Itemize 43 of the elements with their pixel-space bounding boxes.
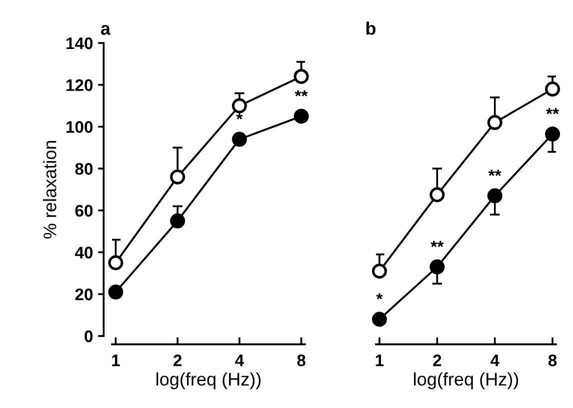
y-tick-label: 80 xyxy=(75,162,93,175)
point xyxy=(487,188,502,204)
point xyxy=(372,312,387,327)
annotation: * xyxy=(236,113,243,120)
point xyxy=(232,132,247,147)
x-tick-label: 2 xyxy=(433,354,442,366)
annotation: ** xyxy=(430,240,444,248)
point xyxy=(294,108,309,124)
point xyxy=(430,259,445,274)
chart-title: b xyxy=(366,22,376,35)
y-tick-label: 100 xyxy=(66,121,93,133)
point xyxy=(545,82,560,97)
x-tick-label: 4 xyxy=(235,354,244,366)
annotation: ** xyxy=(294,90,308,96)
x-tick-label: 1 xyxy=(112,354,120,366)
point xyxy=(545,126,560,142)
point xyxy=(170,169,186,184)
y-tick-label: 0 xyxy=(84,330,93,342)
annotation: ** xyxy=(546,108,560,114)
point xyxy=(487,115,502,130)
x-tick-label: 8 xyxy=(548,354,557,366)
y-tick-label: 60 xyxy=(75,204,93,217)
point xyxy=(108,284,124,300)
annotation: * xyxy=(376,293,383,300)
x-tick-label: 1 xyxy=(376,354,384,366)
point xyxy=(430,187,445,202)
point xyxy=(170,213,186,228)
chart-title: a xyxy=(100,24,111,35)
y-tick-label: 120 xyxy=(66,79,93,92)
x-tick-label: 8 xyxy=(297,354,306,366)
point xyxy=(294,68,309,84)
x-tick-label: 2 xyxy=(174,354,182,366)
point xyxy=(232,98,247,114)
y-tick-label: 140 xyxy=(66,37,93,50)
x-axis-title: log(freq (Hz)) xyxy=(414,372,518,390)
y-axis-title: % relaxation xyxy=(43,140,56,239)
y-tick-label: 40 xyxy=(74,246,93,258)
x-tick-label: 4 xyxy=(490,354,500,366)
point xyxy=(108,255,124,270)
x-axis-title: log(freq (Hz)) xyxy=(156,372,261,390)
point xyxy=(372,264,387,279)
y-tick-label: 20 xyxy=(75,288,93,300)
annotation: ** xyxy=(488,170,502,176)
